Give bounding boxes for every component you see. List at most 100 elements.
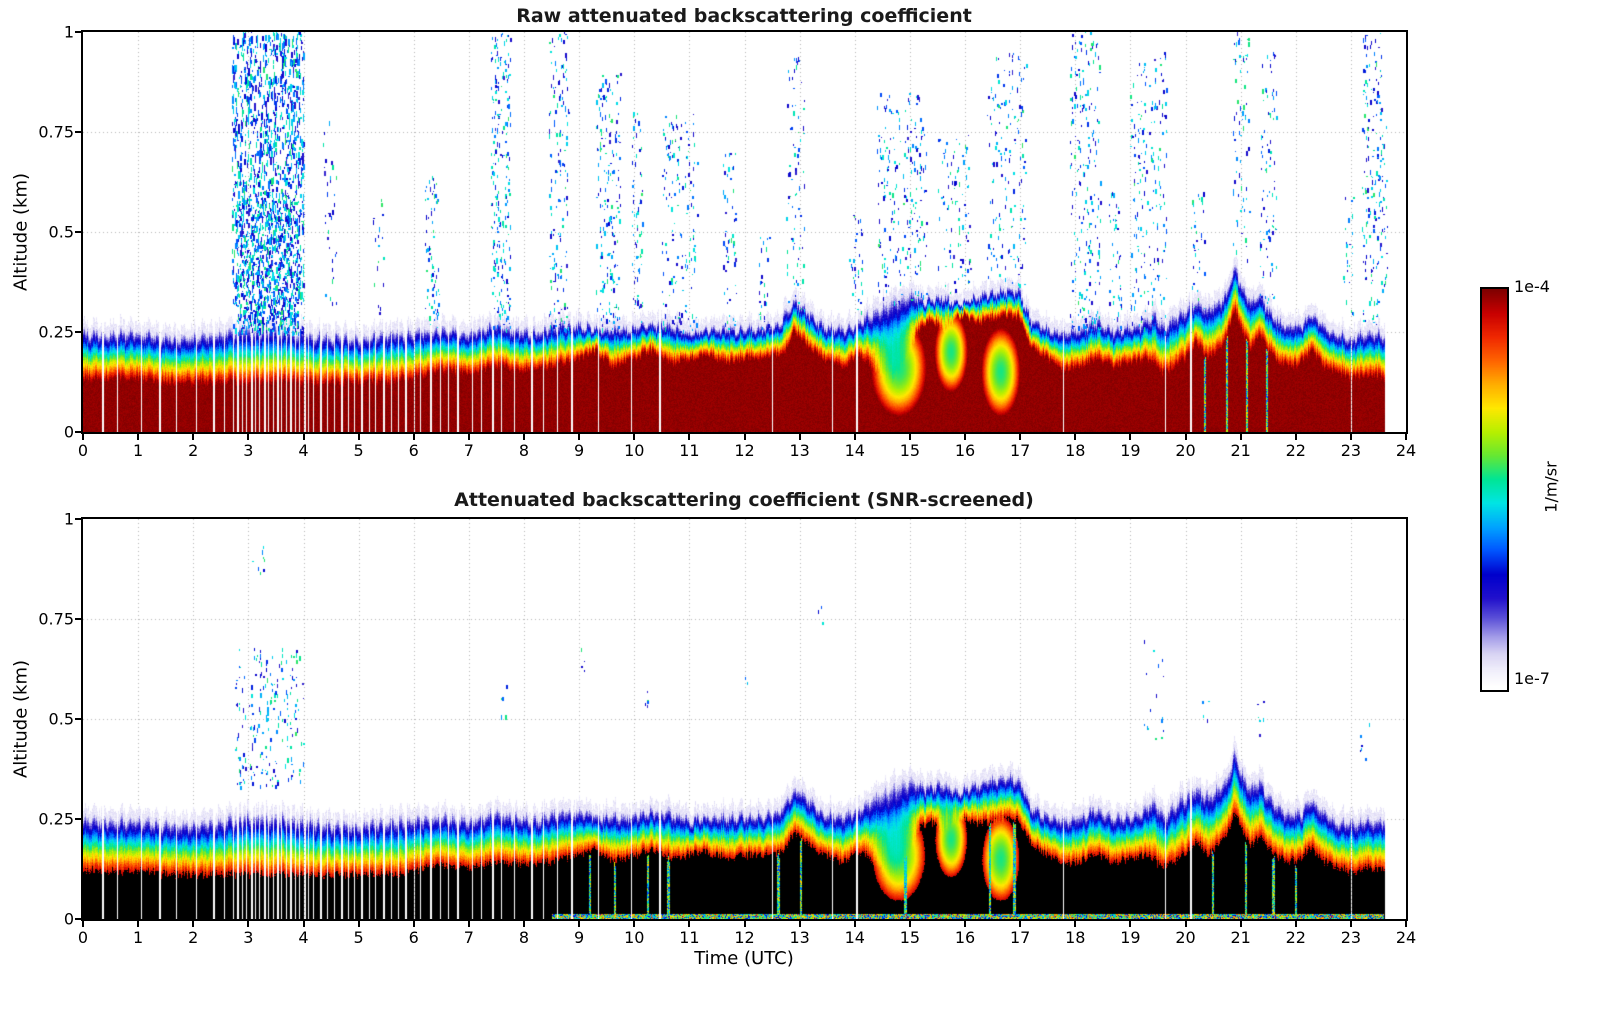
panel-screened-heatmap — [83, 519, 1406, 919]
x-tick-mark — [1184, 434, 1187, 440]
y-tick-mark — [75, 818, 81, 820]
x-tick-mark — [633, 921, 636, 927]
panel-screened-plot-area — [81, 517, 1408, 921]
x-tick-label: 6 — [408, 928, 419, 947]
x-tick-label: 24 — [1395, 441, 1417, 460]
y-tick-label: 0.25 — [38, 809, 74, 829]
panel-raw-heatmap — [83, 32, 1406, 432]
x-tick-label: 1 — [133, 928, 144, 947]
x-tick-label: 22 — [1285, 928, 1306, 947]
x-tick-mark — [1405, 434, 1407, 440]
x-tick-label: 12 — [734, 928, 755, 947]
x-tick-label: 19 — [1120, 928, 1141, 947]
x-tick-mark — [467, 921, 470, 927]
y-tick-mark — [75, 331, 81, 333]
x-tick-mark — [302, 434, 305, 440]
x-tick-mark — [743, 434, 746, 440]
x-tick-label: 9 — [574, 928, 585, 947]
y-tick-label: 1 — [63, 22, 74, 42]
x-tick-mark — [1349, 921, 1352, 927]
x-tick-label: 10 — [624, 441, 645, 460]
x-tick-mark — [1129, 921, 1132, 927]
x-tick-label: 22 — [1285, 441, 1306, 460]
colorbar-max-label: 1e-4 — [1514, 277, 1550, 296]
x-tick-mark — [908, 921, 911, 927]
x-tick-label: 7 — [463, 928, 474, 947]
x-tick-mark — [853, 921, 856, 927]
x-tick-label: 9 — [574, 441, 585, 460]
x-tick-label: 2 — [188, 928, 199, 947]
x-tick-mark — [82, 434, 84, 440]
x-tick-mark — [192, 921, 195, 927]
y-tick-mark — [75, 918, 81, 920]
x-tick-label: 20 — [1175, 928, 1196, 947]
x-tick-label: 0 — [77, 928, 89, 947]
x-tick-mark — [523, 921, 525, 927]
x-axis-label: Time (UTC) — [694, 948, 794, 969]
x-tick-label: 23 — [1340, 441, 1362, 460]
x-tick-mark — [357, 921, 360, 927]
x-tick-mark — [908, 434, 911, 440]
x-tick-label: 7 — [463, 441, 474, 460]
x-tick-label: 15 — [899, 928, 921, 947]
x-tick-label: 13 — [789, 441, 810, 460]
x-tick-label: 18 — [1065, 928, 1086, 947]
x-tick-mark — [1294, 434, 1297, 440]
x-tick-mark — [247, 921, 250, 927]
y-tick-mark — [75, 718, 81, 720]
x-tick-mark — [798, 921, 801, 927]
x-tick-mark — [1239, 434, 1242, 440]
x-tick-mark — [1405, 921, 1407, 927]
x-tick-label: 4 — [298, 441, 309, 460]
y-tick-label: 0.5 — [48, 222, 74, 242]
x-tick-label: 11 — [679, 928, 700, 947]
x-tick-mark — [853, 434, 856, 440]
x-tick-mark — [1239, 921, 1242, 927]
x-tick-label: 16 — [954, 928, 976, 947]
x-tick-mark — [1349, 434, 1352, 440]
y-tick-mark — [75, 431, 81, 433]
x-tick-mark — [1184, 921, 1187, 927]
x-tick-label: 0 — [77, 441, 89, 460]
x-tick-label: 12 — [734, 441, 755, 460]
x-tick-label: 19 — [1120, 441, 1141, 460]
y-tick-mark — [75, 131, 81, 133]
x-tick-label: 10 — [624, 928, 645, 947]
x-tick-label: 23 — [1340, 928, 1362, 947]
x-tick-mark — [1294, 921, 1297, 927]
x-tick-mark — [1019, 434, 1022, 440]
x-tick-label: 17 — [1009, 441, 1031, 460]
x-tick-label: 20 — [1175, 441, 1196, 460]
x-tick-mark — [743, 921, 746, 927]
x-tick-label: 6 — [408, 441, 419, 460]
x-tick-mark — [1074, 434, 1077, 440]
y-tick-label: 0.75 — [38, 609, 74, 629]
x-tick-label: 17 — [1009, 928, 1031, 947]
x-tick-mark — [633, 434, 636, 440]
x-tick-mark — [137, 434, 140, 440]
x-tick-mark — [964, 434, 966, 440]
panel-raw-title: Raw attenuated backscattering coefficien… — [516, 5, 972, 27]
x-tick-mark — [412, 921, 415, 927]
x-tick-mark — [137, 921, 140, 927]
x-tick-mark — [688, 434, 691, 440]
x-tick-mark — [578, 921, 581, 927]
colorbar-unit-label: 1/m/sr — [1541, 461, 1561, 513]
x-tick-label: 21 — [1230, 441, 1251, 460]
x-tick-label: 8 — [518, 441, 530, 460]
y-tick-label: 0 — [63, 909, 74, 929]
x-tick-mark — [302, 921, 305, 927]
x-tick-mark — [1129, 434, 1132, 440]
y-tick-mark — [75, 618, 81, 620]
x-tick-mark — [82, 921, 84, 927]
x-tick-label: 8 — [518, 928, 530, 947]
x-tick-label: 16 — [954, 441, 976, 460]
x-tick-mark — [798, 434, 801, 440]
x-tick-label: 5 — [353, 441, 364, 460]
y-tick-label: 0.5 — [48, 709, 74, 729]
y-tick-mark — [75, 231, 81, 233]
y-tick-label: 0.75 — [38, 122, 74, 142]
x-tick-label: 14 — [844, 441, 865, 460]
x-tick-label: 11 — [679, 441, 700, 460]
